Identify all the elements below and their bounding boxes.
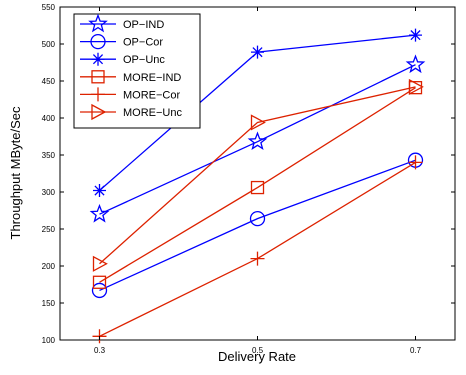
series-layer [89,28,426,344]
legend-label: MORE−IND [123,72,181,84]
y-tick-label: 250 [42,225,56,234]
data-point [89,203,110,223]
data-point [91,282,108,299]
y-tick-label: 300 [42,188,56,197]
legend-marker [91,70,105,84]
x-tick-label: 0.3 [94,346,106,355]
data-point [250,114,266,131]
y-tick-label: 400 [42,114,56,123]
legend-label: MORE−Unc [123,107,182,119]
data-point [92,275,107,289]
data-point [250,180,265,195]
y-tick-label: 350 [42,151,56,160]
y-axis-label: Throughput MByte/Sec [8,106,23,239]
series-line [99,86,416,265]
series-group [92,78,424,272]
legend-marker [91,52,105,66]
data-point [405,54,426,74]
series-line [99,87,416,283]
legend-marker [88,13,108,33]
data-point [251,45,264,59]
y-tick-label: 450 [42,77,56,86]
data-point [409,28,422,42]
legend-label: MORE−Cor [123,89,180,101]
series-group [92,81,423,289]
data-point [408,78,424,96]
series-line [99,64,416,215]
y-tick-label: 150 [42,299,56,308]
y-tick-label: 500 [42,40,56,49]
y-tick-label: 200 [42,262,56,271]
x-tick-label: 0.7 [410,346,422,355]
x-axis-label: Delivery Rate [218,349,296,364]
y-tick-label: 550 [42,3,56,12]
tick-layer: 100 150 200 250 300 350 400 450 500 550 0.3 0.5 0.7 [42,3,455,355]
series-line [99,159,416,292]
legend-label: OP−Unc [123,54,165,66]
legend-label: OP−Cor [123,37,163,49]
series-group [89,54,426,223]
x-tick-label: 0.5 [252,346,264,355]
data-point [249,210,266,227]
legend-marker [91,103,107,121]
data-point [247,131,268,151]
data-point [250,251,265,266]
legend-label: OP−IND [123,19,164,31]
data-point [93,184,106,198]
data-point [408,155,423,170]
y-tick-label: 100 [42,336,56,345]
legend-marker [90,33,106,50]
legend: OP−IND OP−Cor OP−Unc MORE−IND MORE−Cor MORE−U… [73,13,201,129]
legend-marker [91,87,105,102]
series-group [92,155,423,344]
data-point [92,255,108,272]
series-group [93,28,422,198]
